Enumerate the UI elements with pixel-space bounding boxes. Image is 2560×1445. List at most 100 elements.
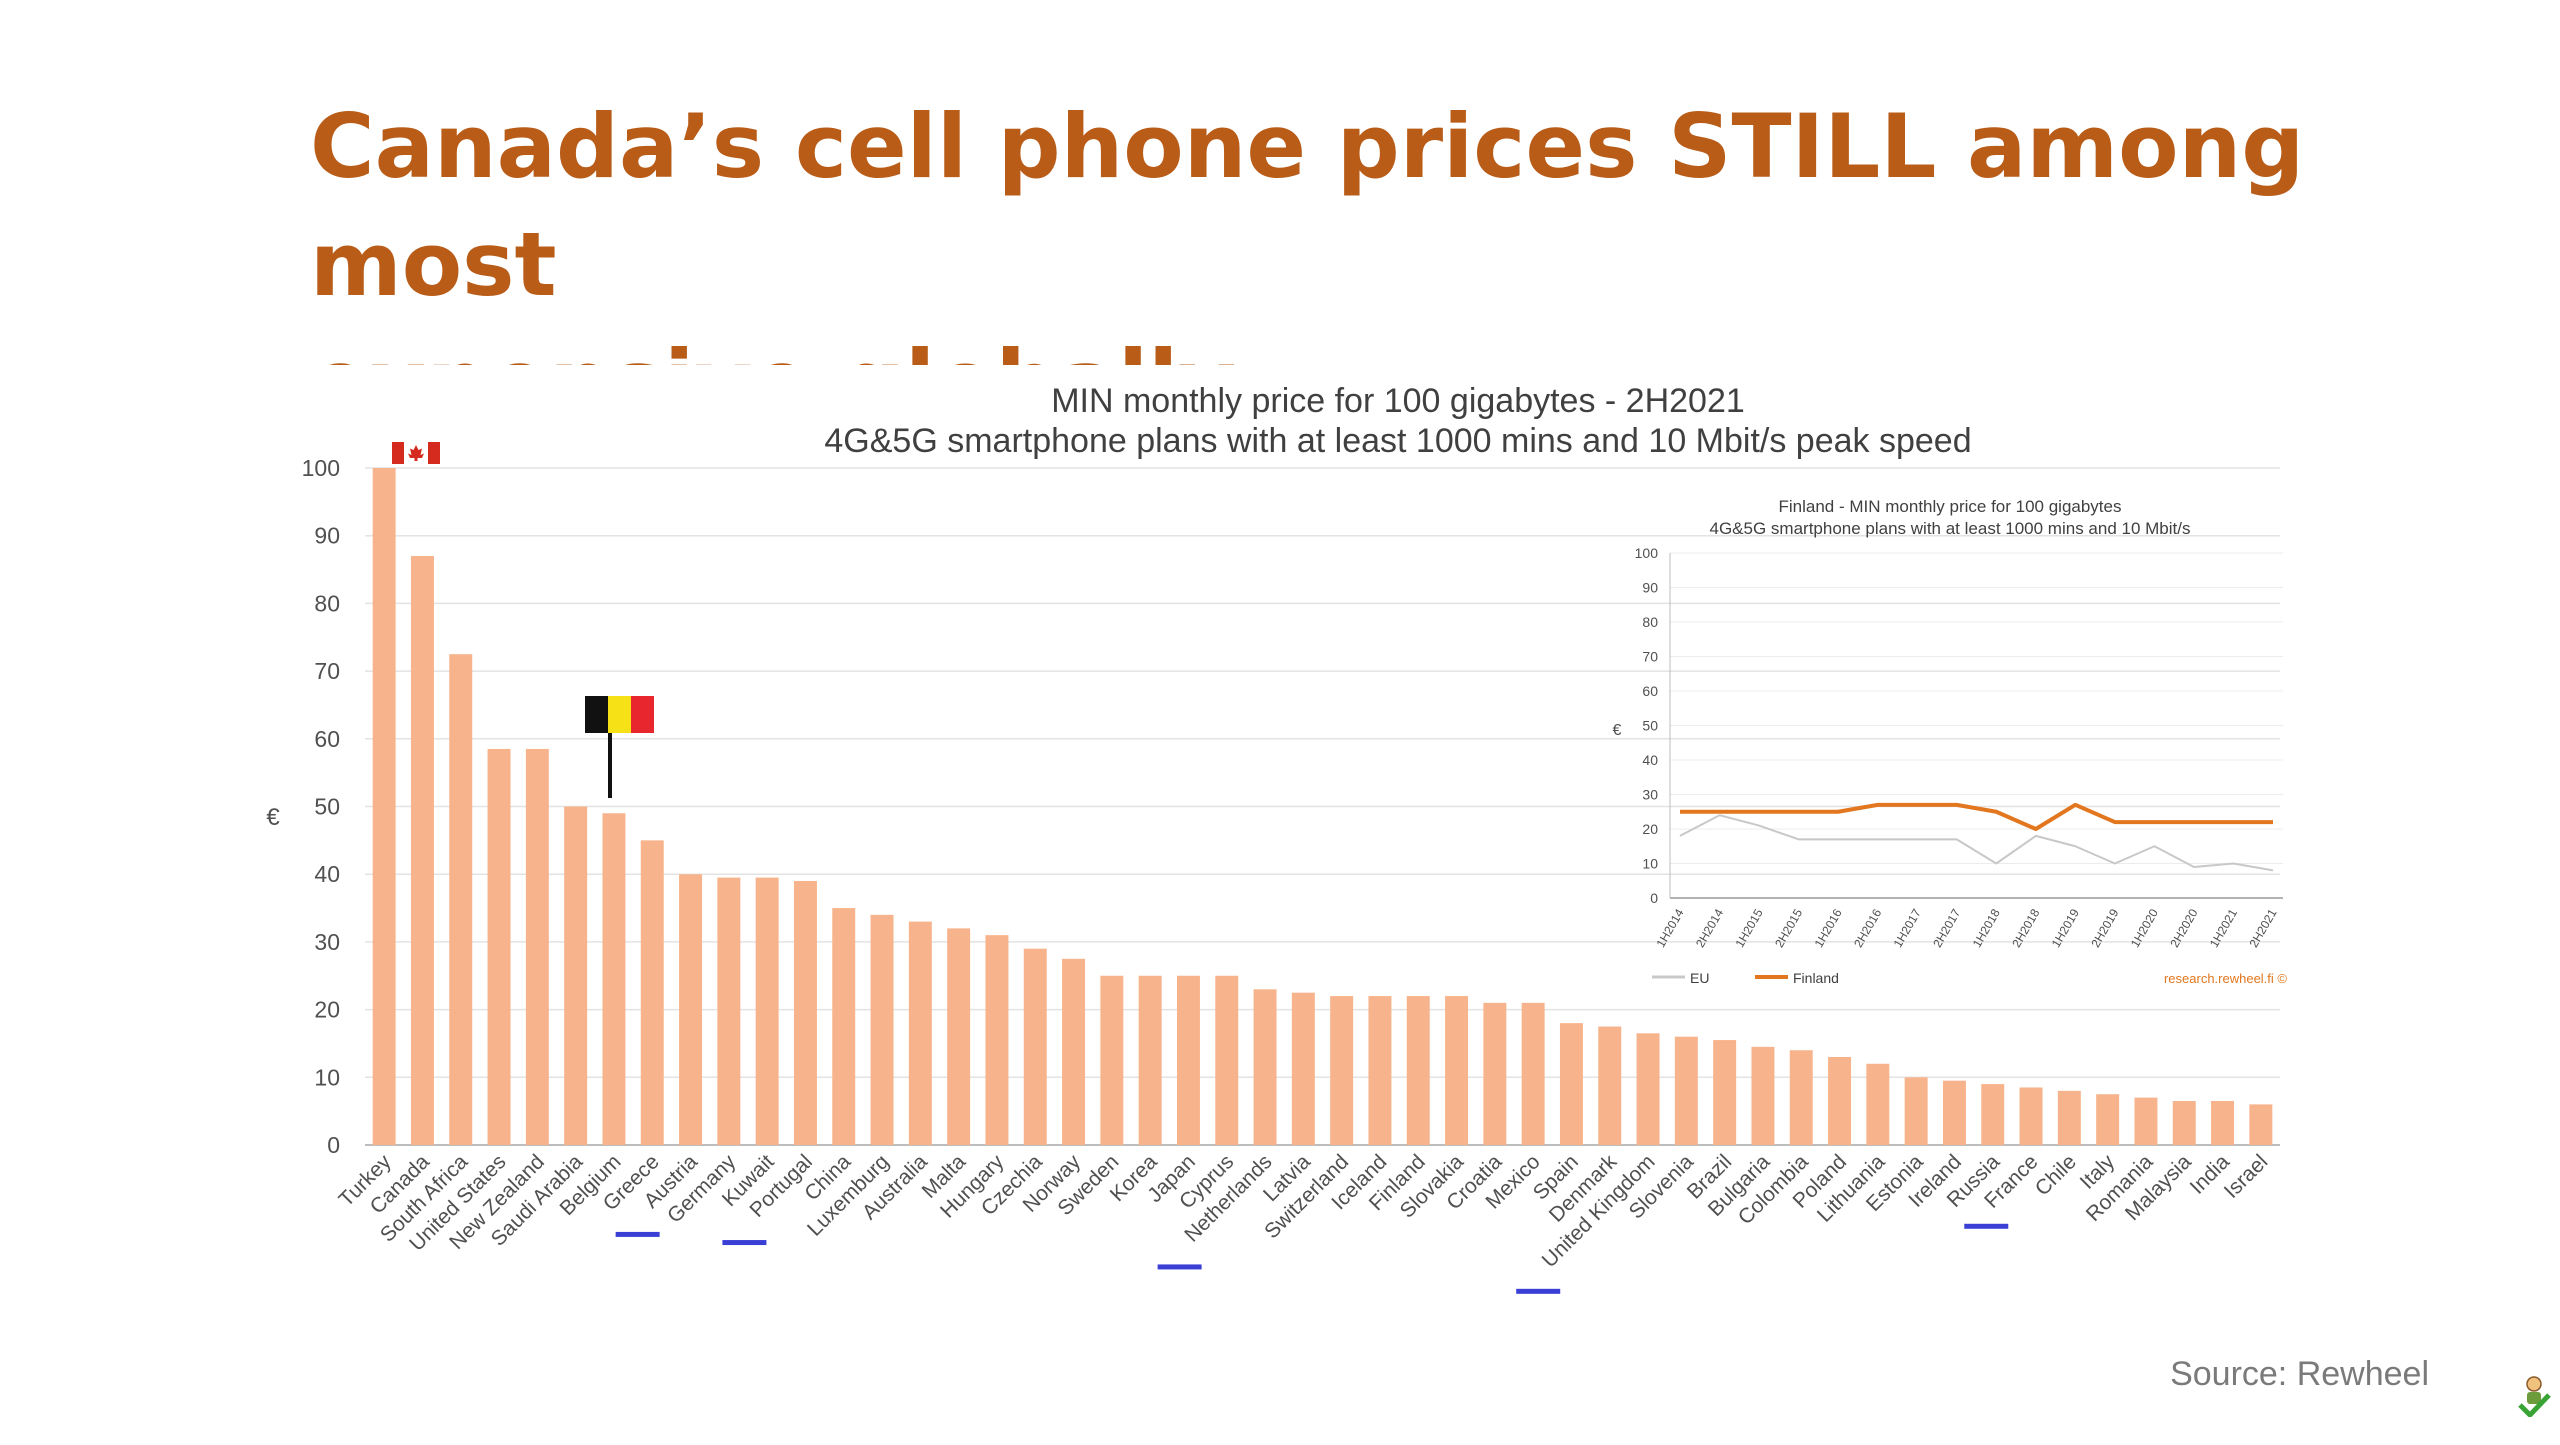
bar-spain — [1559, 1023, 1583, 1145]
inset-y-tick-label: 30 — [1642, 787, 1658, 803]
bar-germany — [717, 877, 741, 1145]
bar-austria — [679, 874, 703, 1145]
main-bars — [372, 468, 2273, 1145]
belgium-flag-black-band — [585, 696, 608, 733]
title-line-1: Canada’s cell phone prices STILL among m… — [310, 95, 2305, 316]
bar-mexico — [1521, 1002, 1545, 1145]
main-y-tick-label: 50 — [314, 794, 340, 820]
main-y-tick-label: 30 — [314, 929, 340, 955]
inset-title: Finland - MIN monthly price for 100 giga… — [1779, 497, 2122, 516]
country-underlines — [615, 1223, 2009, 1294]
bar-china — [832, 908, 856, 1145]
bar-australia — [908, 921, 932, 1145]
bar-russia — [1981, 1084, 2005, 1145]
underline-austria — [615, 1231, 660, 1237]
bar-france — [2019, 1087, 2043, 1145]
inset-y-tick-label: 60 — [1642, 683, 1658, 699]
bar-denmark — [1598, 1026, 1622, 1145]
bar-united-kingdom — [1636, 1033, 1660, 1145]
main-y-tick-label: 0 — [327, 1132, 340, 1158]
bar-saudi-arabia — [564, 806, 588, 1145]
bar-south-africa — [449, 654, 473, 1145]
bar-portugal — [793, 880, 817, 1145]
bar-new-zealand — [525, 748, 549, 1145]
inset-y-tick-label: 40 — [1642, 752, 1658, 768]
inset-subtitle: 4G&5G smartphone plans with at least 100… — [1710, 519, 2191, 538]
main-y-tick-label: 60 — [314, 726, 340, 752]
inset-y-tick-label: 90 — [1642, 580, 1658, 596]
inset-y-tick-label: 10 — [1642, 856, 1658, 872]
belgium-flag-red-band — [631, 696, 654, 733]
bar-belgium — [602, 813, 626, 1145]
bar-sweden — [1100, 975, 1124, 1145]
bar-malaysia — [2172, 1100, 2196, 1145]
main-chart-subtitle: 4G&5G smartphone plans with at least 100… — [824, 422, 1971, 460]
inset-y-tick-label: 0 — [1650, 890, 1658, 906]
main-chart-title: MIN monthly price for 100 gigabytes - 2H… — [1051, 382, 1745, 420]
bar-korea — [1138, 975, 1162, 1145]
inset-series-finland — [1680, 802, 2273, 831]
underline-portugal — [722, 1240, 767, 1246]
bar-canada — [410, 556, 434, 1145]
bar-romania — [2134, 1097, 2158, 1145]
bar-india — [2211, 1100, 2235, 1145]
bar-switzerland — [1330, 996, 1354, 1145]
source-note: Source: Rewheel — [2170, 1355, 2429, 1393]
bar-poland — [1828, 1056, 1852, 1145]
bar-latvia — [1291, 992, 1315, 1145]
legend-finland-label: Finland — [1793, 970, 1839, 986]
bar-kuwait — [755, 877, 779, 1145]
canada-flag-right-band — [428, 442, 440, 464]
bar-cyprus — [1215, 975, 1239, 1145]
bar-brazil — [1713, 1040, 1737, 1145]
inset-legend: EU Finland — [1652, 970, 1839, 986]
inset-y-tick-label: 50 — [1642, 718, 1658, 734]
main-y-tick-label: 40 — [314, 861, 340, 887]
maple-leaf-icon — [408, 445, 424, 461]
main-y-tick-label: 20 — [314, 997, 340, 1023]
bar-croatia — [1483, 1002, 1507, 1145]
bar-bulgaria — [1751, 1046, 1775, 1145]
bar-czechia — [1023, 948, 1047, 1145]
inset-series-lines — [1679, 802, 2274, 872]
bar-estonia — [1904, 1077, 1928, 1145]
bar-israel — [2249, 1104, 2273, 1145]
bar-ireland — [1942, 1080, 1966, 1145]
belgium-flag-pole — [608, 733, 612, 798]
bar-slovenia — [1674, 1036, 1698, 1145]
bar-italy — [2096, 1094, 2120, 1145]
bar-slovakia — [1445, 996, 1469, 1145]
inset-y-tick-labels: 0 10 20 30 40 50 60 70 80 90 100 — [1635, 545, 1659, 906]
inset-y-tick-label: 100 — [1635, 545, 1659, 561]
bar-iceland — [1368, 996, 1392, 1145]
inset-series-eu — [1679, 814, 2274, 872]
main-y-tick-label: 70 — [314, 658, 340, 684]
canada-flag-icon — [392, 442, 440, 464]
canada-flag-left-band — [392, 442, 404, 464]
bar-malta — [947, 928, 971, 1145]
bar-lithuania — [1866, 1063, 1890, 1145]
main-y-tick-label: 80 — [314, 590, 340, 616]
belgium-flag-icon — [585, 696, 654, 798]
bar-hungary — [985, 935, 1009, 1145]
inset-y-tick-label: 70 — [1642, 649, 1658, 665]
bar-japan — [1176, 975, 1200, 1145]
underline-netherlands — [1157, 1264, 1202, 1270]
underline-united-kingdom — [1516, 1288, 1561, 1294]
inset-y-tick-label: 80 — [1642, 614, 1658, 630]
main-y-tick-labels: 0 10 20 30 40 50 60 70 80 90 100 — [302, 455, 340, 1158]
main-y-tick-label: 10 — [314, 1064, 340, 1090]
bar-luxemburg — [870, 914, 894, 1145]
bar-norway — [1062, 958, 1086, 1145]
bar-colombia — [1789, 1050, 1813, 1145]
main-y-tick-label: 100 — [302, 455, 340, 481]
bar-chile — [2057, 1090, 2081, 1145]
bar-greece — [640, 840, 664, 1145]
presenter-mascot-icon — [2518, 1376, 2551, 1417]
bar-netherlands — [1253, 989, 1277, 1145]
bar-finland — [1406, 996, 1430, 1145]
main-y-tick-label: 90 — [314, 523, 340, 549]
inset-y-axis-label: € — [1613, 722, 1622, 739]
inset-y-tick-label: 20 — [1642, 821, 1658, 837]
